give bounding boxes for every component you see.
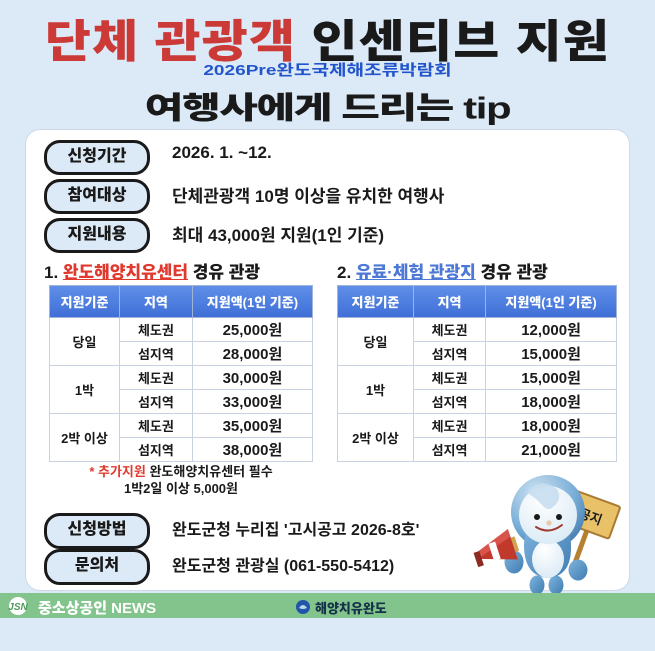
- svg-text:JSN: JSN: [8, 602, 28, 613]
